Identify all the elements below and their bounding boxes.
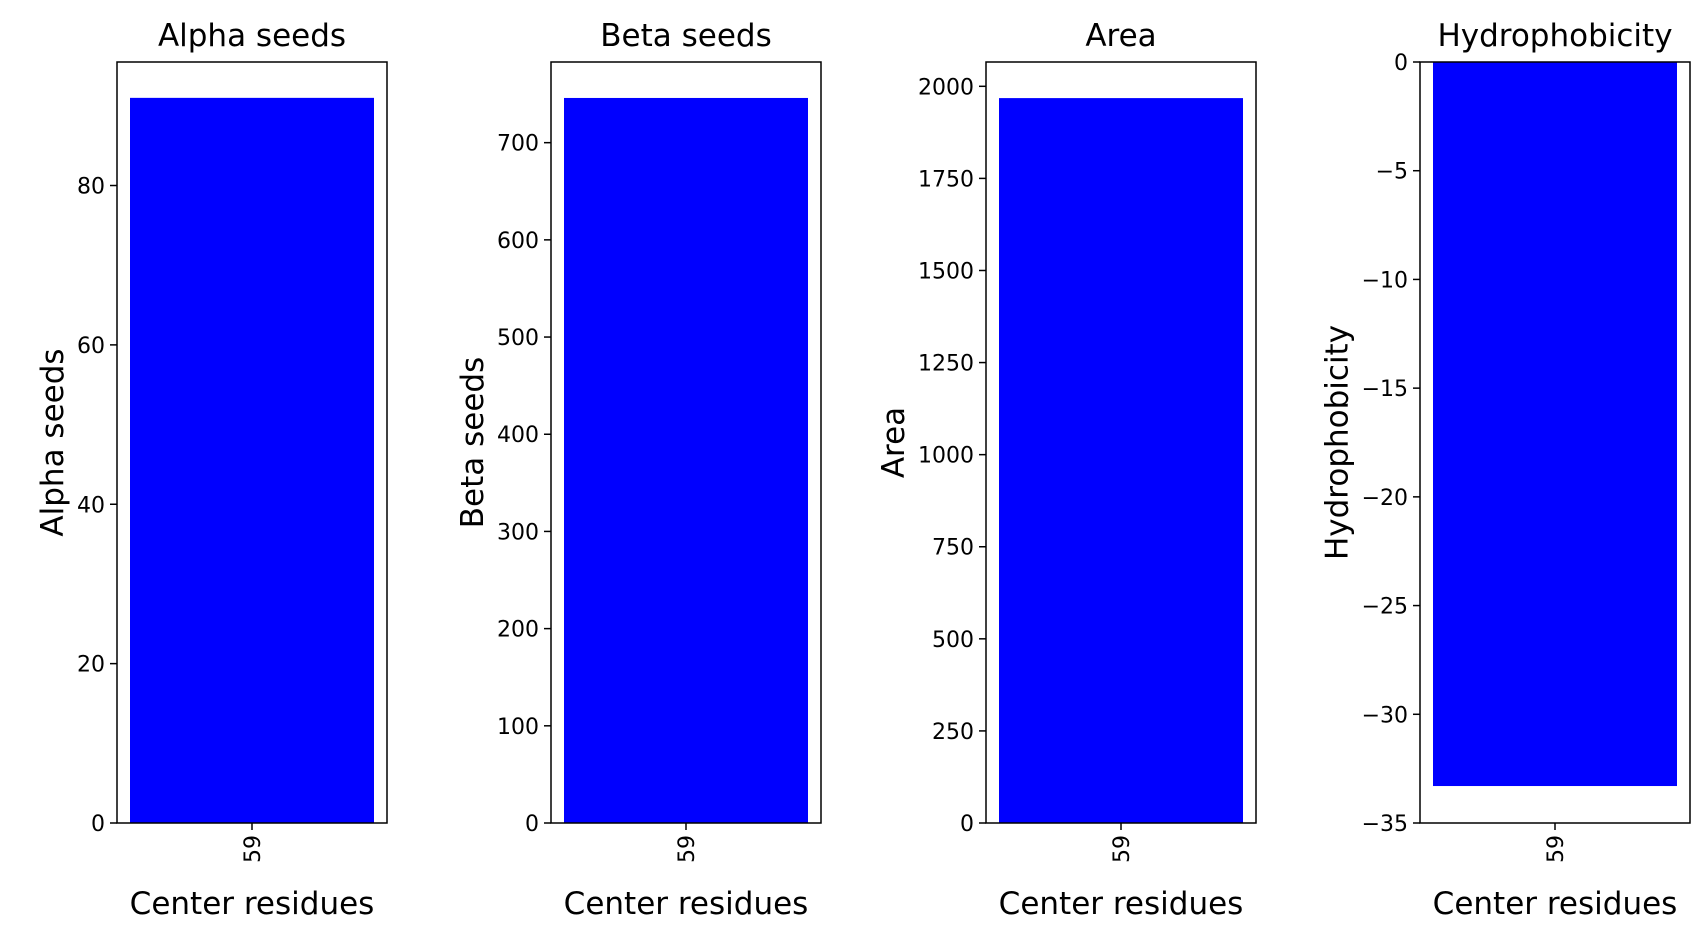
y-tick-label: 0 (91, 812, 105, 837)
y-tick-label: 60 (77, 334, 105, 359)
y-tick-label: 80 (77, 175, 105, 200)
y-tick-label: 0 (525, 812, 539, 837)
y-tick-label: 20 (77, 653, 105, 678)
panel-beta-seeds: Beta seeds Center residues Beta seeds 59… (455, 18, 822, 922)
x-axis-label: Center residues (130, 886, 375, 922)
panel-area: Area Center residues Area 59 0 250 500 750 10… (876, 18, 1257, 922)
y-axis-label: Area (876, 407, 912, 478)
y-tick-label: −15 (1362, 377, 1408, 402)
y-tick-label: 1250 (918, 352, 974, 377)
y-tick-label: 200 (497, 618, 539, 643)
y-tick-label: 750 (932, 536, 974, 561)
y-tick-label: −20 (1362, 486, 1408, 511)
y-tick-label: 100 (497, 715, 539, 740)
bar-59 (564, 97, 808, 824)
y-axis-label: Alpha seeds (35, 348, 71, 536)
x-tick-label: 59 (675, 835, 700, 863)
panel-title: Hydrophobicity (1437, 18, 1672, 54)
panel-title: Alpha seeds (158, 18, 346, 54)
y-tick-label: 0 (1394, 51, 1408, 76)
x-axis-label: Center residues (999, 886, 1244, 922)
y-tick-label: 1750 (918, 167, 974, 192)
x-axis-label: Center residues (564, 886, 809, 922)
y-tick-label: 400 (497, 423, 539, 448)
bar-59 (999, 98, 1243, 823)
x-tick-label: 59 (1110, 835, 1135, 863)
y-tick-label: 250 (932, 720, 974, 745)
panel-title: Beta seeds (600, 18, 771, 54)
y-axis-label: Hydrophobicity (1320, 325, 1356, 560)
y-axis-label: Beta seeds (455, 357, 491, 528)
panel-title: Area (1085, 18, 1156, 54)
y-tick-label: 700 (497, 132, 539, 157)
y-tick-label: −25 (1362, 595, 1408, 620)
y-tick-label: 2000 (918, 75, 974, 100)
bar-59 (1433, 62, 1677, 787)
y-tick-label: 1000 (918, 444, 974, 469)
y-tick-label: −30 (1362, 703, 1408, 728)
y-tick-label: −5 (1376, 160, 1408, 185)
bar-59 (130, 97, 374, 823)
y-tick-label: 0 (960, 812, 974, 837)
y-tick-label: 40 (77, 493, 105, 518)
x-tick-label: 59 (1544, 835, 1569, 863)
y-tick-label: 600 (497, 229, 539, 254)
y-tick-label: 500 (497, 326, 539, 351)
x-tick-label: 59 (241, 835, 266, 863)
y-tick-label: −35 (1362, 812, 1408, 837)
x-axis-label: Center residues (1433, 886, 1678, 922)
panel-hydrophobicity: Hydrophobicity Center residues Hydrophob… (1320, 18, 1691, 922)
y-tick-label: 500 (932, 628, 974, 653)
y-tick-label: 300 (497, 520, 539, 545)
panel-alpha-seeds: Alpha seeds Center residues Alpha seeds … (35, 18, 388, 922)
y-tick-label: 1500 (918, 259, 974, 284)
y-tick-label: −10 (1362, 268, 1408, 293)
